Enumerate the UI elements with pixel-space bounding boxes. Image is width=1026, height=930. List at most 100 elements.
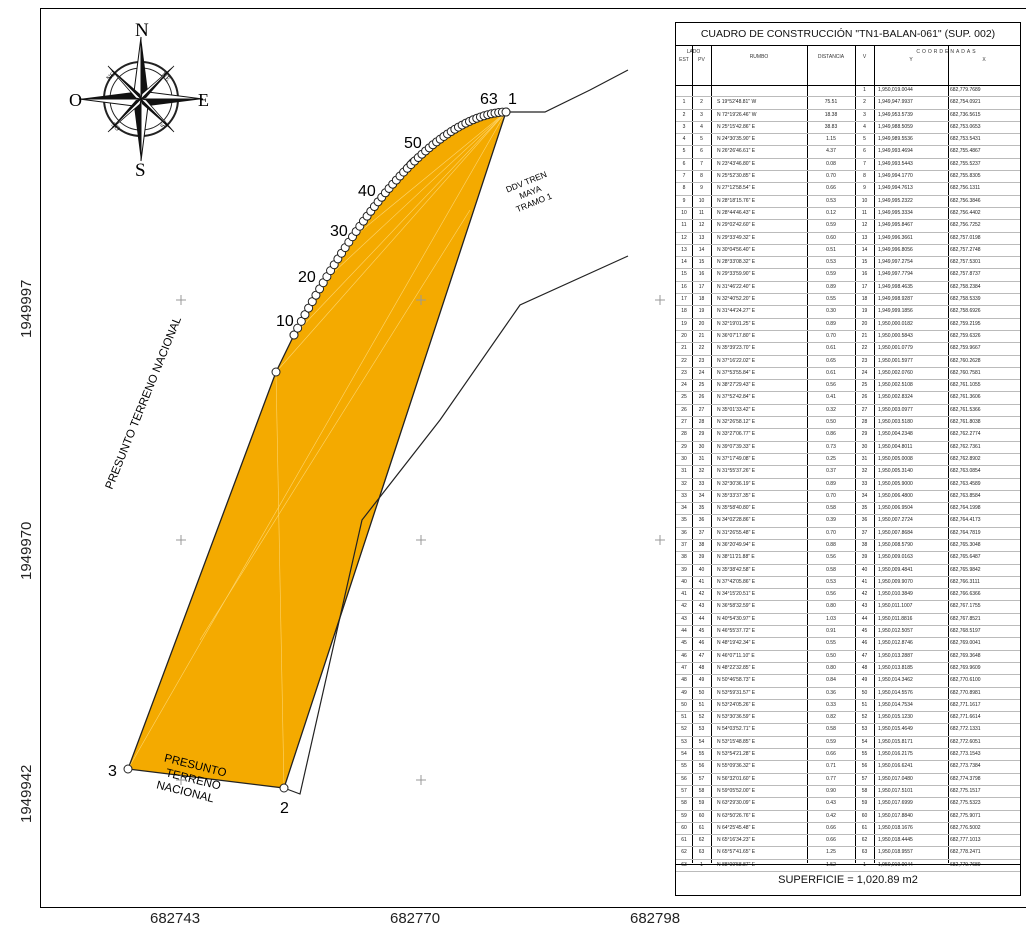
header-y: Y bbox=[909, 57, 913, 63]
cell-x: 682,771.6614 bbox=[950, 714, 981, 721]
cell-rumbo: N 38°11'21.88" E bbox=[717, 554, 755, 561]
cell-rumbo: N 31°55'37.26" E bbox=[717, 468, 756, 475]
cell-distancia: 0.33 bbox=[826, 701, 836, 708]
table-row: 40 41 N 37°42'05.86" E 0.53 41 1,950,009.9070… bbox=[676, 577, 1020, 590]
cell-rumbo: N 28°44'46.43" E bbox=[717, 209, 756, 216]
cell-v: 38 bbox=[861, 541, 868, 548]
cell-est: 50 bbox=[681, 701, 687, 708]
cell-est: 34 bbox=[681, 505, 687, 512]
cell-x: 682,775.9071 bbox=[950, 812, 981, 819]
compass-rose-icon: N S E O NE NO SE SO bbox=[69, 20, 209, 181]
cell-pv: 8 bbox=[700, 173, 703, 180]
vertex-label-63: 63 bbox=[480, 91, 498, 108]
vertex-marker bbox=[296, 316, 306, 326]
grid-crosses bbox=[176, 295, 665, 785]
cell-pv: 44 bbox=[698, 615, 705, 622]
cell-rumbo: N 59°05'52.00" E bbox=[717, 787, 756, 794]
cell-rumbo: N 29°33'49.32" E bbox=[717, 234, 756, 241]
cell-pv: 62 bbox=[698, 837, 705, 844]
cell-y: 1,949,996.8056 bbox=[878, 246, 913, 253]
cell-y: 1,950,019.0044 bbox=[878, 87, 913, 93]
table-row: 35 36 N 34°02'28.86" E 0.39 36 1,950,007.2724… bbox=[676, 515, 1020, 528]
cell-pv: 31 bbox=[698, 455, 705, 462]
cell-distancia: 0.42 bbox=[826, 812, 836, 819]
cell-x: 682,758.2384 bbox=[950, 283, 981, 290]
cell-est: 25 bbox=[681, 394, 687, 401]
cell-y: 1,950,005.9000 bbox=[878, 480, 913, 487]
table-row: 39 40 N 35°38'42.58" E 0.58 40 1,950,009.4841… bbox=[676, 565, 1020, 577]
cell-x: 682,772.6051 bbox=[950, 738, 981, 745]
sheet-frame bbox=[40, 8, 1026, 908]
cell-x: 682,757.5301 bbox=[950, 259, 981, 266]
col-divider bbox=[855, 45, 856, 863]
cell-y: 1,950,004.2348 bbox=[878, 431, 913, 438]
cell-v: 48 bbox=[861, 664, 868, 671]
cell-rumbo: N 32°40'52.20" E bbox=[717, 296, 756, 303]
cell-x: 682,767.1755 bbox=[950, 603, 981, 610]
cell-v: 9 bbox=[863, 185, 866, 192]
cell-est: 49 bbox=[681, 689, 687, 696]
cell-v: 3 bbox=[863, 111, 866, 118]
vertex-marker bbox=[293, 323, 303, 333]
cell-pv: 45 bbox=[698, 628, 705, 635]
cell-y: 1,950,013.8185 bbox=[878, 664, 913, 671]
cell-v: 28 bbox=[861, 419, 868, 426]
cell-distancia: 0.32 bbox=[826, 406, 836, 413]
table-row: 22 23 N 37°16'22.02" E 0.65 23 1,950,001.5977… bbox=[676, 356, 1020, 368]
cell-y: 1,950,016.6241 bbox=[878, 763, 913, 770]
table-row: 44 45 N 46°55'37.72" E 0.91 45 1,950,012.5057… bbox=[676, 626, 1020, 639]
table-row: 54 55 N 53°54'21.28" E 0.66 55 1,950,016.2175… bbox=[676, 749, 1020, 762]
cell-est: 26 bbox=[681, 406, 687, 413]
cell-est: 6 bbox=[682, 160, 686, 167]
cell-pv: 34 bbox=[698, 492, 705, 499]
cell-est: 31 bbox=[681, 468, 687, 475]
cell-y: 1,950,000.0182 bbox=[878, 320, 913, 327]
cell-est: 37 bbox=[681, 541, 687, 548]
col-divider bbox=[948, 45, 949, 863]
cell-est: 54 bbox=[681, 751, 687, 758]
cell-distancia: 0.50 bbox=[826, 652, 836, 659]
cell-v: 55 bbox=[861, 751, 868, 758]
cell-y: 1,950,005.3140 bbox=[878, 468, 913, 475]
cell-est: 42 bbox=[681, 603, 687, 610]
vertex-label-3: 3 bbox=[108, 763, 117, 780]
table-row: 53 54 N 53°15'48.85" E 0.59 54 1,950,015.8171… bbox=[676, 737, 1020, 750]
cell-v: 42 bbox=[861, 591, 868, 598]
cell-distancia: 0.56 bbox=[826, 382, 836, 389]
cell-pv: 54 bbox=[698, 738, 705, 745]
cell-distancia: 0.43 bbox=[826, 800, 836, 807]
cell-rumbo: N 50°46'58.73" E bbox=[717, 677, 756, 684]
cell-v: 62 bbox=[861, 837, 868, 844]
cell-pv: 37 bbox=[698, 529, 705, 536]
cell-distancia: 75.51 bbox=[824, 99, 838, 106]
vertex-marker bbox=[123, 764, 133, 774]
cell-est: 3 bbox=[682, 123, 686, 130]
cell-distancia: 0.82 bbox=[826, 714, 836, 721]
cell-pv: 28 bbox=[698, 419, 705, 426]
cell-y: 1,950,006.9504 bbox=[878, 505, 913, 512]
cell-distancia: 0.66 bbox=[826, 824, 836, 831]
cell-x: 682,766.3111 bbox=[950, 578, 980, 585]
header-pv: PV bbox=[698, 57, 705, 63]
cell-x: 682,761.3606 bbox=[950, 394, 981, 401]
cell-est: 27 bbox=[681, 419, 687, 426]
vertex-label-10: 10 bbox=[276, 313, 294, 330]
table-row: 16 17 N 31°46'22.40" E 0.89 17 1,949,998.4635… bbox=[676, 282, 1020, 295]
cell-y: 1,950,009.4841 bbox=[878, 566, 913, 573]
cell-rumbo: N 35°01'33.42" E bbox=[717, 406, 756, 413]
table-row: 42 43 N 36°58'32.59" E 0.80 43 1,950,011.1007… bbox=[676, 601, 1020, 614]
cell-v: 23 bbox=[861, 357, 868, 364]
cell-x: 682,758.6926 bbox=[950, 308, 981, 315]
cell-y: 1,949,989.5536 bbox=[878, 136, 913, 143]
cell-y: 1,950,005.0008 bbox=[878, 455, 913, 462]
cell-v: 31 bbox=[861, 455, 868, 462]
cell-y: 1,950,002.8324 bbox=[878, 394, 913, 401]
cell-y: 1,949,993.4694 bbox=[878, 148, 913, 155]
cell-distancia: 0.80 bbox=[826, 664, 836, 671]
cell-x: 682,767.8521 bbox=[950, 615, 981, 622]
cell-v: 41 bbox=[861, 578, 868, 585]
cell-distancia: 0.91 bbox=[826, 628, 836, 635]
y-label-1949970: 1949970 bbox=[18, 521, 35, 580]
cell-v: 20 bbox=[861, 320, 868, 327]
table-row: 23 24 N 37°53'55.84" E 0.61 24 1,950,002.0760… bbox=[676, 368, 1020, 381]
